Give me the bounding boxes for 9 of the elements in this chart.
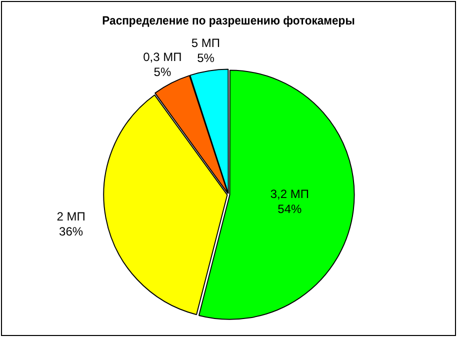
slice-label: 5 МП	[191, 36, 220, 50]
slice-label: 0,3 МП	[143, 50, 182, 64]
slice-label: 2 МП	[56, 210, 86, 224]
data-label: 54%	[278, 202, 302, 216]
data-label: 36%	[59, 224, 84, 239]
chart-title: Распределение по разрешению фотокамеры	[102, 14, 355, 28]
data-label: 5%	[154, 64, 172, 79]
data-label: 5%	[197, 50, 215, 65]
slice-label: 3,2 МП	[270, 187, 309, 202]
